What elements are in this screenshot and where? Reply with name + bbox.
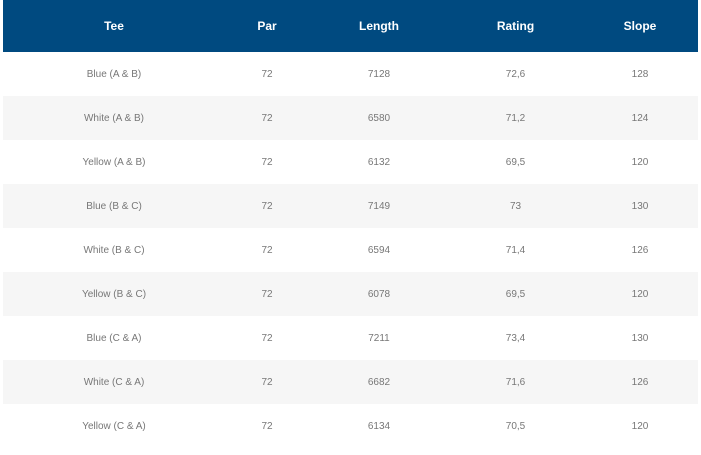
cell-length: 6580 [367, 112, 391, 124]
cell-rating: 70,5 [505, 420, 526, 432]
table-body: Blue (A & B) 72 7128 72,6 128 White (A &… [3, 52, 698, 448]
cell-par: 72 [261, 420, 273, 432]
tee-ratings-table: Tee Par Length Rating Slope Blue (A & B)… [3, 0, 698, 448]
cell-slope: 120 [631, 420, 649, 432]
cell-rating: 73,4 [505, 332, 526, 344]
cell-length: 6134 [367, 420, 391, 432]
cell-par: 72 [261, 112, 273, 124]
header-par: Par [257, 19, 277, 33]
table-row: Blue (C & A) 72 7211 73,4 130 [3, 316, 698, 360]
table-row: Yellow (B & C) 72 6078 69,5 120 [3, 272, 698, 316]
cell-rating: 71,4 [505, 244, 526, 256]
cell-rating: 69,5 [505, 288, 526, 300]
cell-par: 72 [261, 332, 273, 344]
tee-ratings-table-container: Tee Par Length Rating Slope Blue (A & B)… [3, 0, 698, 448]
cell-length: 7149 [367, 200, 391, 212]
table-row: Blue (A & B) 72 7128 72,6 128 [3, 52, 698, 96]
cell-rating: 72,6 [505, 68, 526, 80]
cell-par: 72 [261, 244, 273, 256]
header-slope: Slope [623, 19, 657, 33]
table-row: White (A & B) 72 6580 71,2 124 [3, 96, 698, 140]
table-row: White (B & C) 72 6594 71,4 126 [3, 228, 698, 272]
table-row: Yellow (C & A) 72 6134 70,5 120 [3, 404, 698, 448]
cell-tee: Yellow (A & B) [82, 156, 146, 168]
cell-slope: 126 [631, 244, 649, 256]
cell-length: 7211 [368, 332, 390, 344]
cell-par: 72 [261, 200, 273, 212]
cell-tee: White (A & B) [83, 112, 144, 124]
cell-par: 72 [261, 376, 273, 388]
cell-rating: 71,2 [505, 112, 526, 124]
cell-slope: 126 [631, 376, 649, 388]
cell-slope: 128 [631, 68, 649, 80]
cell-length: 6078 [367, 288, 391, 300]
cell-length: 6594 [367, 244, 391, 256]
cell-slope: 130 [631, 200, 649, 212]
table-row: Blue (B & C) 72 7149 73 130 [3, 184, 698, 228]
cell-tee: Blue (C & A) [86, 332, 142, 344]
cell-rating: 71,6 [505, 376, 526, 388]
cell-tee: White (C & A) [83, 376, 145, 388]
cell-par: 72 [261, 68, 273, 80]
table-header: Tee Par Length Rating Slope [3, 0, 698, 52]
cell-tee: Blue (A & B) [86, 68, 142, 80]
cell-tee: Yellow (B & C) [81, 288, 147, 300]
table-row: Yellow (A & B) 72 6132 69,5 120 [3, 140, 698, 184]
cell-slope: 130 [631, 332, 649, 344]
cell-par: 72 [261, 156, 273, 168]
header-rating: Rating [496, 19, 535, 33]
cell-par: 72 [261, 288, 273, 300]
cell-length: 6682 [367, 376, 391, 388]
cell-slope: 124 [631, 112, 649, 124]
cell-length: 6132 [367, 156, 391, 168]
header-row: Tee Par Length Rating Slope [3, 0, 698, 52]
cell-rating: 69,5 [505, 156, 526, 168]
cell-slope: 120 [631, 156, 649, 168]
header-length: Length [359, 19, 399, 33]
cell-tee: Blue (B & C) [86, 200, 142, 212]
cell-length: 7128 [367, 68, 391, 80]
header-tee: Tee [104, 19, 124, 33]
cell-tee: White (B & C) [83, 244, 145, 256]
cell-slope: 120 [631, 288, 649, 300]
cell-tee: Yellow (C & A) [82, 420, 146, 432]
cell-rating: 73 [509, 200, 522, 212]
table-row: White (C & A) 72 6682 71,6 126 [3, 360, 698, 404]
